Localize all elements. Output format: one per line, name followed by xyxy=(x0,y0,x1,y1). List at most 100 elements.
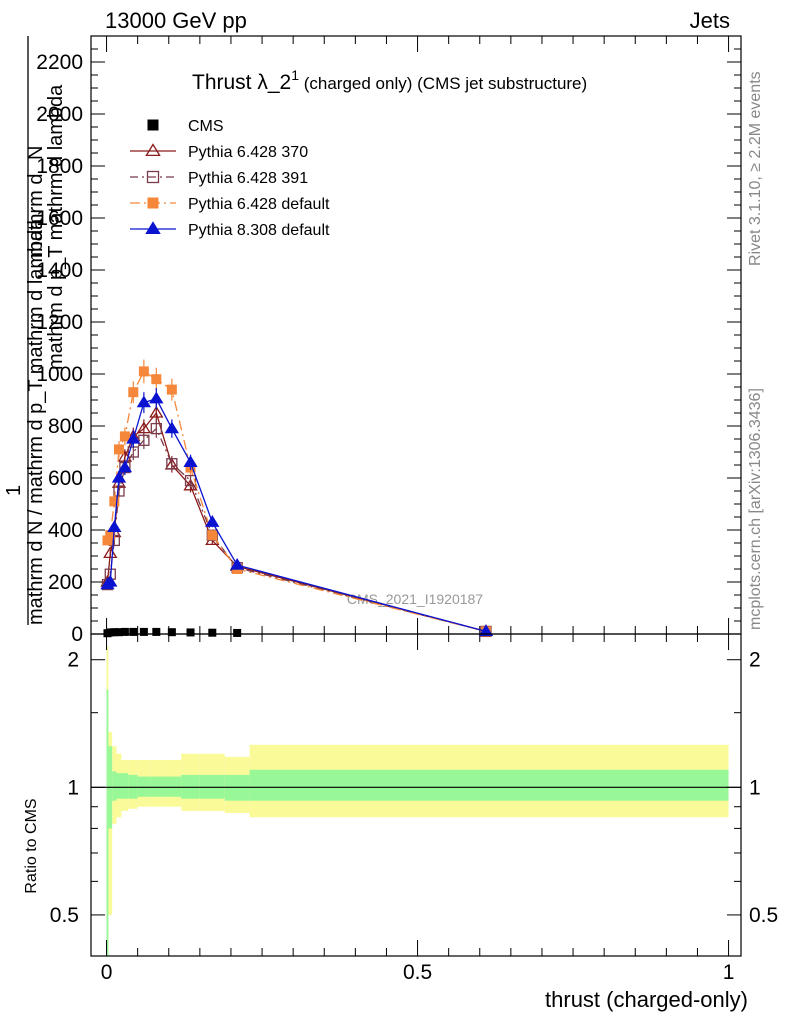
title-main: Thrust λ_2 xyxy=(192,71,291,94)
ratio-tick-label: 2 xyxy=(67,649,79,672)
title-rest: (charged only) (CMS jet substructure) xyxy=(299,74,587,93)
ratio-band-inner xyxy=(162,776,182,797)
y-tick-label: 0 xyxy=(71,623,83,646)
data-point xyxy=(114,628,123,637)
y-label-den: mathrm d p_T mathrm d lambda xyxy=(45,84,67,370)
y-label-bottom: mathrm d N / mathrm d p_T mathrm d lambd… xyxy=(25,218,47,625)
legend-item: Pythia 6.428 370 xyxy=(130,143,308,161)
data-point xyxy=(230,557,245,570)
header-left: 13000 GeV pp xyxy=(105,8,247,33)
y-tick-label: 800 xyxy=(48,415,83,438)
data-point xyxy=(207,530,218,541)
watermark: CMS_2021_I1920187 xyxy=(347,591,483,607)
y-tick-label: 1600 xyxy=(36,207,83,230)
ratio-tick-label: 0.5 xyxy=(50,904,79,927)
data-point xyxy=(167,628,176,637)
ratio-band-inner xyxy=(249,769,729,801)
y-tick-label: 2200 xyxy=(36,51,83,74)
legend-label: Pythia 8.308 default xyxy=(188,222,330,239)
ratio-band-inner xyxy=(121,773,129,799)
legend-item: Pythia 6.428 391 xyxy=(130,170,308,187)
x-tick-label: 0 xyxy=(101,961,113,984)
data-point xyxy=(113,485,125,497)
series-layer xyxy=(100,359,494,638)
x-axis-label: thrust (charged-only) xyxy=(545,987,748,1012)
data-point xyxy=(110,628,119,637)
data-point xyxy=(126,431,141,444)
data-point xyxy=(184,474,197,487)
data-point xyxy=(166,458,178,470)
y-axis-label: mathrm d N mathrm d p_T mathrm d lambda … xyxy=(3,36,67,625)
data-point xyxy=(103,574,118,587)
ratio-plot-frame xyxy=(90,633,742,957)
data-point xyxy=(119,431,130,442)
y-tick-label: 200 xyxy=(48,571,83,594)
y-tick-label: 1200 xyxy=(36,311,83,334)
y-label-num: mathrm d xyxy=(25,174,47,258)
data-point xyxy=(150,422,162,435)
header-right: Jets xyxy=(690,8,730,33)
data-point xyxy=(151,374,162,385)
data-point xyxy=(111,470,127,483)
data-point xyxy=(117,460,133,473)
ratio-band-inner xyxy=(137,776,151,797)
main-ticks: 0 200 400 600 800 1000 1200 1400 1600 1800 2000 220… xyxy=(36,35,741,984)
x-tick-label: 1 xyxy=(723,961,735,984)
ratio-tick-label-right: 0.5 xyxy=(749,904,778,927)
ratio-band-inner xyxy=(116,773,122,799)
data-point xyxy=(107,520,122,533)
data-point xyxy=(147,119,159,131)
data-point xyxy=(208,628,217,637)
data-point xyxy=(145,221,161,235)
data-point xyxy=(105,530,116,541)
data-point xyxy=(149,391,164,404)
y-tick-label: 1400 xyxy=(36,259,83,282)
data-point xyxy=(128,387,139,398)
ratio-bands xyxy=(91,646,741,956)
legend: CMS Pythia 6.428 370 Pythia 6.428 391 Pythi… xyxy=(130,118,330,239)
ratio-tick-label-right: 2 xyxy=(749,649,761,672)
series-0 xyxy=(103,627,242,638)
chart-title: Thrust λ_21 (charged only) (CMS jet subs… xyxy=(192,67,587,94)
data-point xyxy=(183,478,198,491)
legend-label: Pythia 6.428 370 xyxy=(188,144,308,161)
data-point xyxy=(109,496,120,507)
data-point xyxy=(102,535,113,546)
ratio-ticks: 0.5 0.5 1 1 2 2 xyxy=(50,649,778,927)
ratio-band-inner xyxy=(112,771,117,801)
y-tick-label: 2000 xyxy=(36,103,83,126)
legend-label: Pythia 6.428 391 xyxy=(188,170,308,187)
data-point xyxy=(138,366,149,377)
legend-item: Pythia 8.308 default xyxy=(130,221,330,239)
legend-label: CMS xyxy=(188,118,224,135)
ratio-tick-label: 1 xyxy=(67,776,79,799)
legend-item: Pythia 6.428 default xyxy=(130,196,330,213)
data-point xyxy=(113,444,124,455)
data-point xyxy=(186,628,195,637)
data-point xyxy=(166,384,177,395)
data-point xyxy=(146,170,160,184)
data-point xyxy=(164,421,180,434)
ratio-band-inner xyxy=(150,776,163,797)
data-point xyxy=(139,627,148,636)
data-point xyxy=(103,546,118,559)
data-point xyxy=(149,405,164,418)
ratio-y-label: Ratio to CMS xyxy=(23,798,40,893)
y-tick-label: 400 xyxy=(48,519,83,542)
data-point xyxy=(147,197,159,209)
y-label-num-tail: N xyxy=(25,146,47,160)
title-sup: 1 xyxy=(291,67,299,83)
y-tick-label: 600 xyxy=(48,467,83,490)
data-point xyxy=(136,395,152,408)
data-point xyxy=(145,143,161,157)
y-tick-label: 1000 xyxy=(36,363,83,386)
data-point xyxy=(183,455,198,468)
legend-item: CMS xyxy=(147,118,224,135)
data-point xyxy=(106,628,115,637)
data-point xyxy=(138,434,150,446)
data-point xyxy=(129,627,138,636)
mcplots-label: mcplots.cern.ch [arXiv:1306.3436] xyxy=(747,388,764,630)
data-point xyxy=(233,628,242,637)
ratio-band-inner xyxy=(106,689,109,956)
